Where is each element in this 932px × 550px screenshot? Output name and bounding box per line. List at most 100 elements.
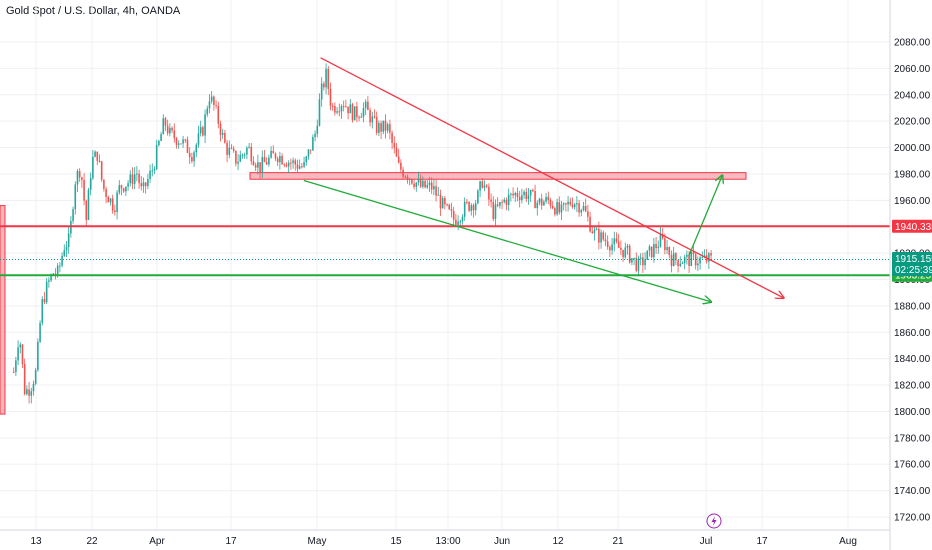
- candle: [109, 197, 112, 206]
- candle: [710, 250, 712, 260]
- candle: [362, 102, 365, 123]
- candle: [637, 255, 640, 277]
- candle: [457, 215, 459, 231]
- price-tick-label: 1960.00: [894, 196, 931, 207]
- candle: [404, 175, 407, 179]
- candle: [369, 107, 371, 127]
- candle: [657, 240, 660, 254]
- candle: [505, 197, 508, 211]
- candle: [635, 252, 638, 273]
- candle: [329, 82, 332, 111]
- candle: [367, 96, 369, 111]
- candle: [23, 358, 26, 396]
- candle: [105, 186, 107, 204]
- candle: [675, 252, 677, 265]
- candle: [692, 244, 695, 261]
- candle: [81, 176, 83, 188]
- candle: [34, 367, 37, 386]
- candle: [386, 122, 389, 134]
- time-tick-label: 12: [552, 536, 564, 547]
- candle: [655, 237, 657, 254]
- candle: [186, 136, 189, 154]
- candle: [591, 226, 594, 235]
- time-tick-label: Jun: [494, 536, 510, 547]
- candle: [683, 254, 686, 270]
- candle: [472, 203, 475, 218]
- candle: [578, 199, 580, 217]
- candle: [708, 251, 710, 269]
- candle: [534, 184, 536, 209]
- resistance-price-badge: 1940.335: [892, 219, 932, 233]
- candle: [21, 343, 24, 368]
- candle: [276, 156, 279, 167]
- candle: [593, 225, 596, 241]
- candle: [694, 252, 697, 270]
- candle: [169, 123, 171, 137]
- lightning-icon[interactable]: [706, 513, 722, 529]
- candle: [173, 123, 176, 143]
- candle: [620, 240, 622, 256]
- time-tick-label: 22: [86, 536, 98, 547]
- candle: [323, 81, 325, 91]
- resistance-zone[interactable]: [249, 172, 747, 180]
- price-tick-label: 2060.00: [894, 64, 931, 75]
- candle: [261, 150, 264, 178]
- candle: [617, 233, 620, 248]
- candle: [316, 119, 319, 138]
- candle: [543, 199, 545, 206]
- time-tick-label: 15: [390, 536, 402, 547]
- candle: [180, 143, 182, 145]
- breakout-projection-trendline[interactable]: [688, 175, 722, 256]
- time-tick-label: 13: [30, 536, 42, 547]
- candle: [111, 194, 114, 214]
- falling-resistance-trendline[interactable]: [320, 57, 784, 298]
- candle: [235, 150, 237, 167]
- candle: [107, 195, 110, 203]
- price-tick-label: 1780.00: [894, 433, 931, 444]
- candle: [488, 183, 490, 206]
- candle: [219, 120, 222, 142]
- candle: [127, 180, 129, 191]
- candle: [426, 179, 429, 189]
- candle: [496, 197, 499, 208]
- candle: [345, 99, 347, 108]
- candle: [250, 142, 253, 165]
- candle: [224, 129, 226, 144]
- candle: [17, 340, 19, 365]
- candle: [371, 111, 374, 129]
- candle: [320, 77, 323, 107]
- candle: [125, 186, 127, 197]
- candle: [494, 199, 497, 227]
- candle: [415, 181, 418, 192]
- candle: [358, 115, 360, 122]
- candle: [437, 186, 440, 196]
- candle: [41, 296, 44, 326]
- candle: [653, 238, 655, 263]
- candle: [290, 158, 292, 170]
- candle: [48, 277, 50, 288]
- price-tick-label: 1820.00: [894, 381, 931, 392]
- candle: [666, 239, 668, 254]
- candle: [294, 158, 297, 171]
- candle: [292, 157, 294, 169]
- candle: [558, 196, 561, 215]
- candle: [485, 184, 488, 189]
- time-tick-label: 13:00: [435, 536, 460, 547]
- candle: [699, 255, 701, 270]
- candle: [609, 245, 611, 258]
- candle: [265, 157, 268, 165]
- candle: [12, 367, 15, 373]
- candle: [646, 250, 649, 261]
- candle: [633, 257, 635, 266]
- candle: [142, 177, 145, 193]
- falling-support-trendline[interactable]: [303, 179, 711, 302]
- candle: [567, 196, 569, 212]
- candle: [272, 145, 275, 154]
- candle: [413, 178, 415, 190]
- candle: [349, 99, 352, 114]
- candle: [378, 120, 380, 136]
- trendlines[interactable]: [303, 57, 784, 302]
- candle: [382, 120, 385, 135]
- candle: [677, 259, 679, 273]
